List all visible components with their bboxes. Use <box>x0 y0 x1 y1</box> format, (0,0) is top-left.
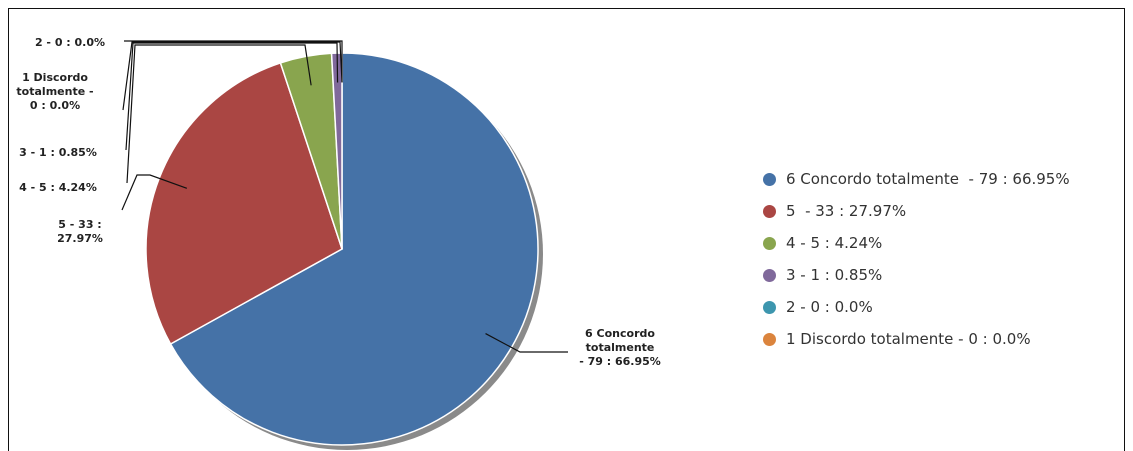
legend-label-3: 4 - 5 : 4.24% <box>786 234 883 252</box>
legend-item-5[interactable]: 2 - 0 : 0.0% <box>763 291 1070 323</box>
legend-swatch-5 <box>763 300 776 314</box>
leader-line-3 <box>126 44 312 184</box>
legend-item-6[interactable]: 1 Discordo totalmente - 0 : 0.0% <box>763 323 1070 355</box>
slice-labels: 6 Concordo totalmente - 79 : 66.95% 5 - 33 … <box>16 36 660 368</box>
legend-swatch-1 <box>763 172 776 186</box>
legend-item-1[interactable]: 6 Concordo totalmente - 79 : 66.95% <box>763 163 1070 195</box>
pie-slices <box>145 52 543 450</box>
leader-line-4 <box>125 42 339 151</box>
legend-label-5: 2 - 0 : 0.0% <box>786 298 873 316</box>
legend-label-1: 6 Concordo totalmente - 79 : 66.95% <box>786 170 1070 188</box>
slice-label-5: 2 - 0 : 0.0% <box>35 36 105 49</box>
legend-item-4[interactable]: 3 - 1 : 0.85% <box>763 259 1070 291</box>
legend-swatch-3 <box>763 236 776 250</box>
slice-label-1: 6 Concordo totalmente - 79 : 66.95% <box>579 327 661 368</box>
legend-swatch-6 <box>763 332 776 346</box>
legend: 6 Concordo totalmente - 79 : 66.95% 5 - 3… <box>763 163 1070 355</box>
leader-line-1 <box>485 333 568 353</box>
leader-line-6 <box>122 41 343 111</box>
leader-lines <box>121 40 568 353</box>
legend-label-4: 3 - 1 : 0.85% <box>786 266 883 284</box>
leader-line-5 <box>124 40 343 83</box>
chart-frame-border <box>8 8 1125 451</box>
leader-line-2 <box>121 174 188 211</box>
legend-item-3[interactable]: 4 - 5 : 4.24% <box>763 227 1070 259</box>
legend-label-6: 1 Discordo totalmente - 0 : 0.0% <box>786 330 1031 348</box>
legend-swatch-2 <box>763 204 776 218</box>
slice-label-6: 1 Discordo totalmente -0 : 0.0% <box>16 71 93 112</box>
slice-label-2: 5 - 33 :27.97% <box>57 218 103 245</box>
legend-label-2: 5 - 33 : 27.97% <box>786 202 907 220</box>
pie-slice-1 <box>169 52 539 446</box>
slice-label-4: 3 - 1 : 0.85% <box>19 146 97 159</box>
frame-border <box>8 8 1125 451</box>
pie-slice-2 <box>145 62 343 345</box>
legend-item-2[interactable]: 5 - 33 : 27.97% <box>763 195 1070 227</box>
legend-swatch-4 <box>763 268 776 282</box>
slice-label-3: 4 - 5 : 4.24% <box>19 181 97 194</box>
